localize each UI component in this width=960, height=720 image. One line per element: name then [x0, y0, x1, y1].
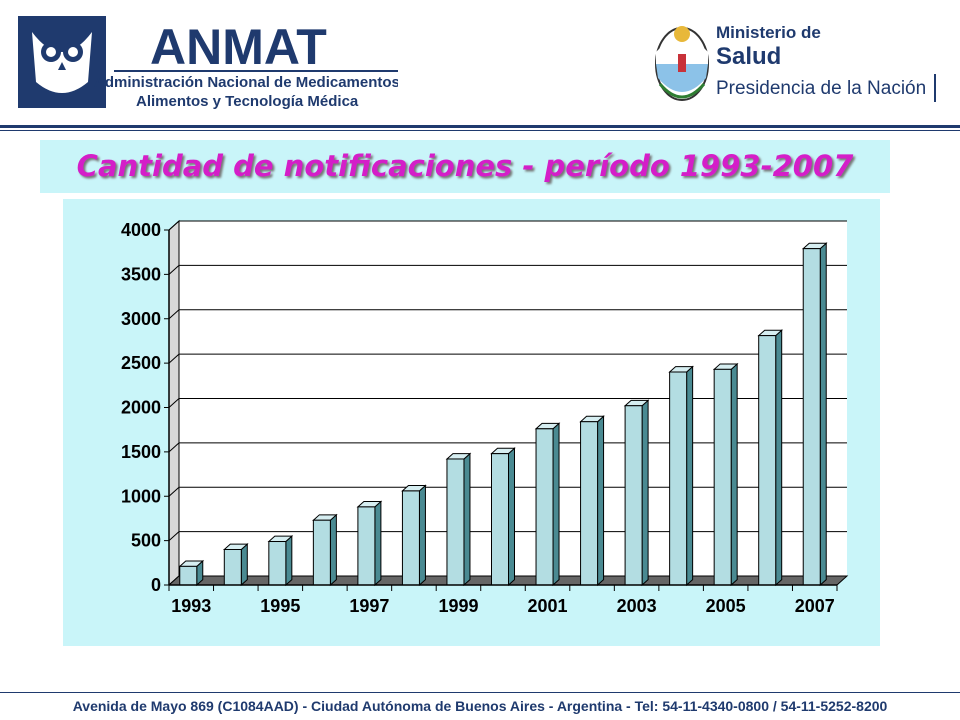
- bar-front: [223, 549, 242, 586]
- bar: [757, 329, 784, 587]
- bar-side: [374, 500, 382, 587]
- x-tick-label: 2005: [706, 596, 746, 616]
- owl-icon: [32, 32, 92, 93]
- bar-front: [535, 428, 554, 586]
- bar-side: [686, 365, 694, 587]
- ministerio-logo: Ministerio de Salud Presidencia de la Na…: [650, 14, 942, 110]
- bar: [178, 559, 205, 587]
- bar-side: [240, 542, 248, 587]
- bar-front: [802, 248, 821, 586]
- header-rule: [0, 125, 960, 128]
- x-tick-label: 1997: [349, 596, 389, 616]
- anmat-line1: Administración Nacional de Medicamentos,: [94, 74, 398, 91]
- bar: [356, 500, 383, 587]
- gridline: [168, 398, 847, 408]
- gridline: [168, 264, 847, 275]
- bar-side: [597, 415, 605, 587]
- bar-front: [179, 565, 198, 586]
- gridline: [168, 531, 847, 541]
- x-tick-label: 1993: [171, 596, 211, 616]
- y-tick-label: 3500: [121, 264, 161, 284]
- footer-rule: [0, 692, 960, 693]
- bar: [801, 242, 828, 587]
- bar: [623, 399, 650, 587]
- x-tick-label: 2001: [528, 596, 568, 616]
- gridline: [168, 486, 847, 497]
- bar-front: [491, 453, 509, 586]
- y-tick-label: 2500: [121, 353, 161, 373]
- bar-side: [730, 362, 738, 587]
- bar-side: [819, 242, 827, 587]
- bar: [445, 452, 472, 587]
- gridline: [168, 353, 847, 364]
- y-tick-label: 500: [131, 531, 161, 551]
- bar-side: [463, 452, 471, 587]
- footer-address: Avenida de Mayo 869 (C1084AAD) - Ciudad …: [72, 698, 888, 714]
- x-tick-label: 1995: [260, 596, 300, 616]
- bar-front: [357, 506, 376, 586]
- bar-front: [669, 371, 688, 586]
- gridline: [168, 309, 847, 320]
- ministry-line3: Presidencia de la Nación: [716, 78, 926, 99]
- argentine-shield-icon: [655, 26, 709, 101]
- bar: [712, 362, 739, 587]
- bar-front: [268, 541, 287, 586]
- bar: [668, 365, 694, 587]
- gridline: [168, 220, 847, 231]
- y-tick-label: 2000: [121, 398, 161, 418]
- x-tick-label: 2003: [617, 596, 657, 616]
- ministry-line2: Salud: [716, 43, 781, 70]
- anmat-line2: Alimentos y Tecnología Médica: [136, 93, 359, 110]
- bar-side: [775, 329, 783, 587]
- y-tick-label: 3000: [121, 309, 161, 329]
- header-rule-thin: [0, 130, 960, 131]
- y-tick-label: 1000: [121, 486, 161, 506]
- bar-front: [580, 421, 599, 586]
- title-banner: Cantidad de notificaciones - período 199…: [40, 140, 890, 193]
- bar: [312, 513, 338, 587]
- bar-side: [329, 513, 337, 587]
- anmat-wordmark: ANMAT: [150, 19, 327, 75]
- gridline: [168, 442, 847, 453]
- y-tick-label: 1500: [121, 442, 161, 462]
- y-tick-label: 0: [151, 575, 161, 595]
- anmat-logo: ANMAT Administración Nacional de Medicam…: [18, 12, 404, 112]
- bar-side: [418, 484, 426, 587]
- bar: [267, 534, 294, 587]
- x-tick-label: 1999: [438, 596, 478, 616]
- bar-front: [758, 335, 777, 586]
- bar: [222, 542, 249, 587]
- bar: [401, 484, 427, 587]
- bar-front: [713, 368, 732, 586]
- bar-front: [446, 458, 465, 586]
- bar-side: [285, 534, 293, 587]
- bar-side: [552, 422, 560, 587]
- bar-side: [508, 447, 515, 587]
- bar-chart: 0 500 1000 1500 2000 2500 3000 3500 4000 1993 1995…: [121, 219, 849, 616]
- page-title: Cantidad de notificaciones - período 199…: [76, 149, 854, 183]
- ministry-line1: Ministerio de: [716, 23, 821, 42]
- bar-side: [641, 399, 649, 587]
- bar: [579, 415, 605, 587]
- bar-front: [624, 405, 643, 586]
- x-tick-label: 2007: [795, 596, 835, 616]
- bar-front: [401, 490, 420, 586]
- chart-panel: 0 500 1000 1500 2000 2500 3000 3500 4000 1993 1995…: [63, 199, 880, 646]
- bar: [490, 447, 516, 587]
- bar: [534, 422, 561, 587]
- y-tick-label: 4000: [121, 220, 161, 240]
- bar-front: [312, 519, 331, 586]
